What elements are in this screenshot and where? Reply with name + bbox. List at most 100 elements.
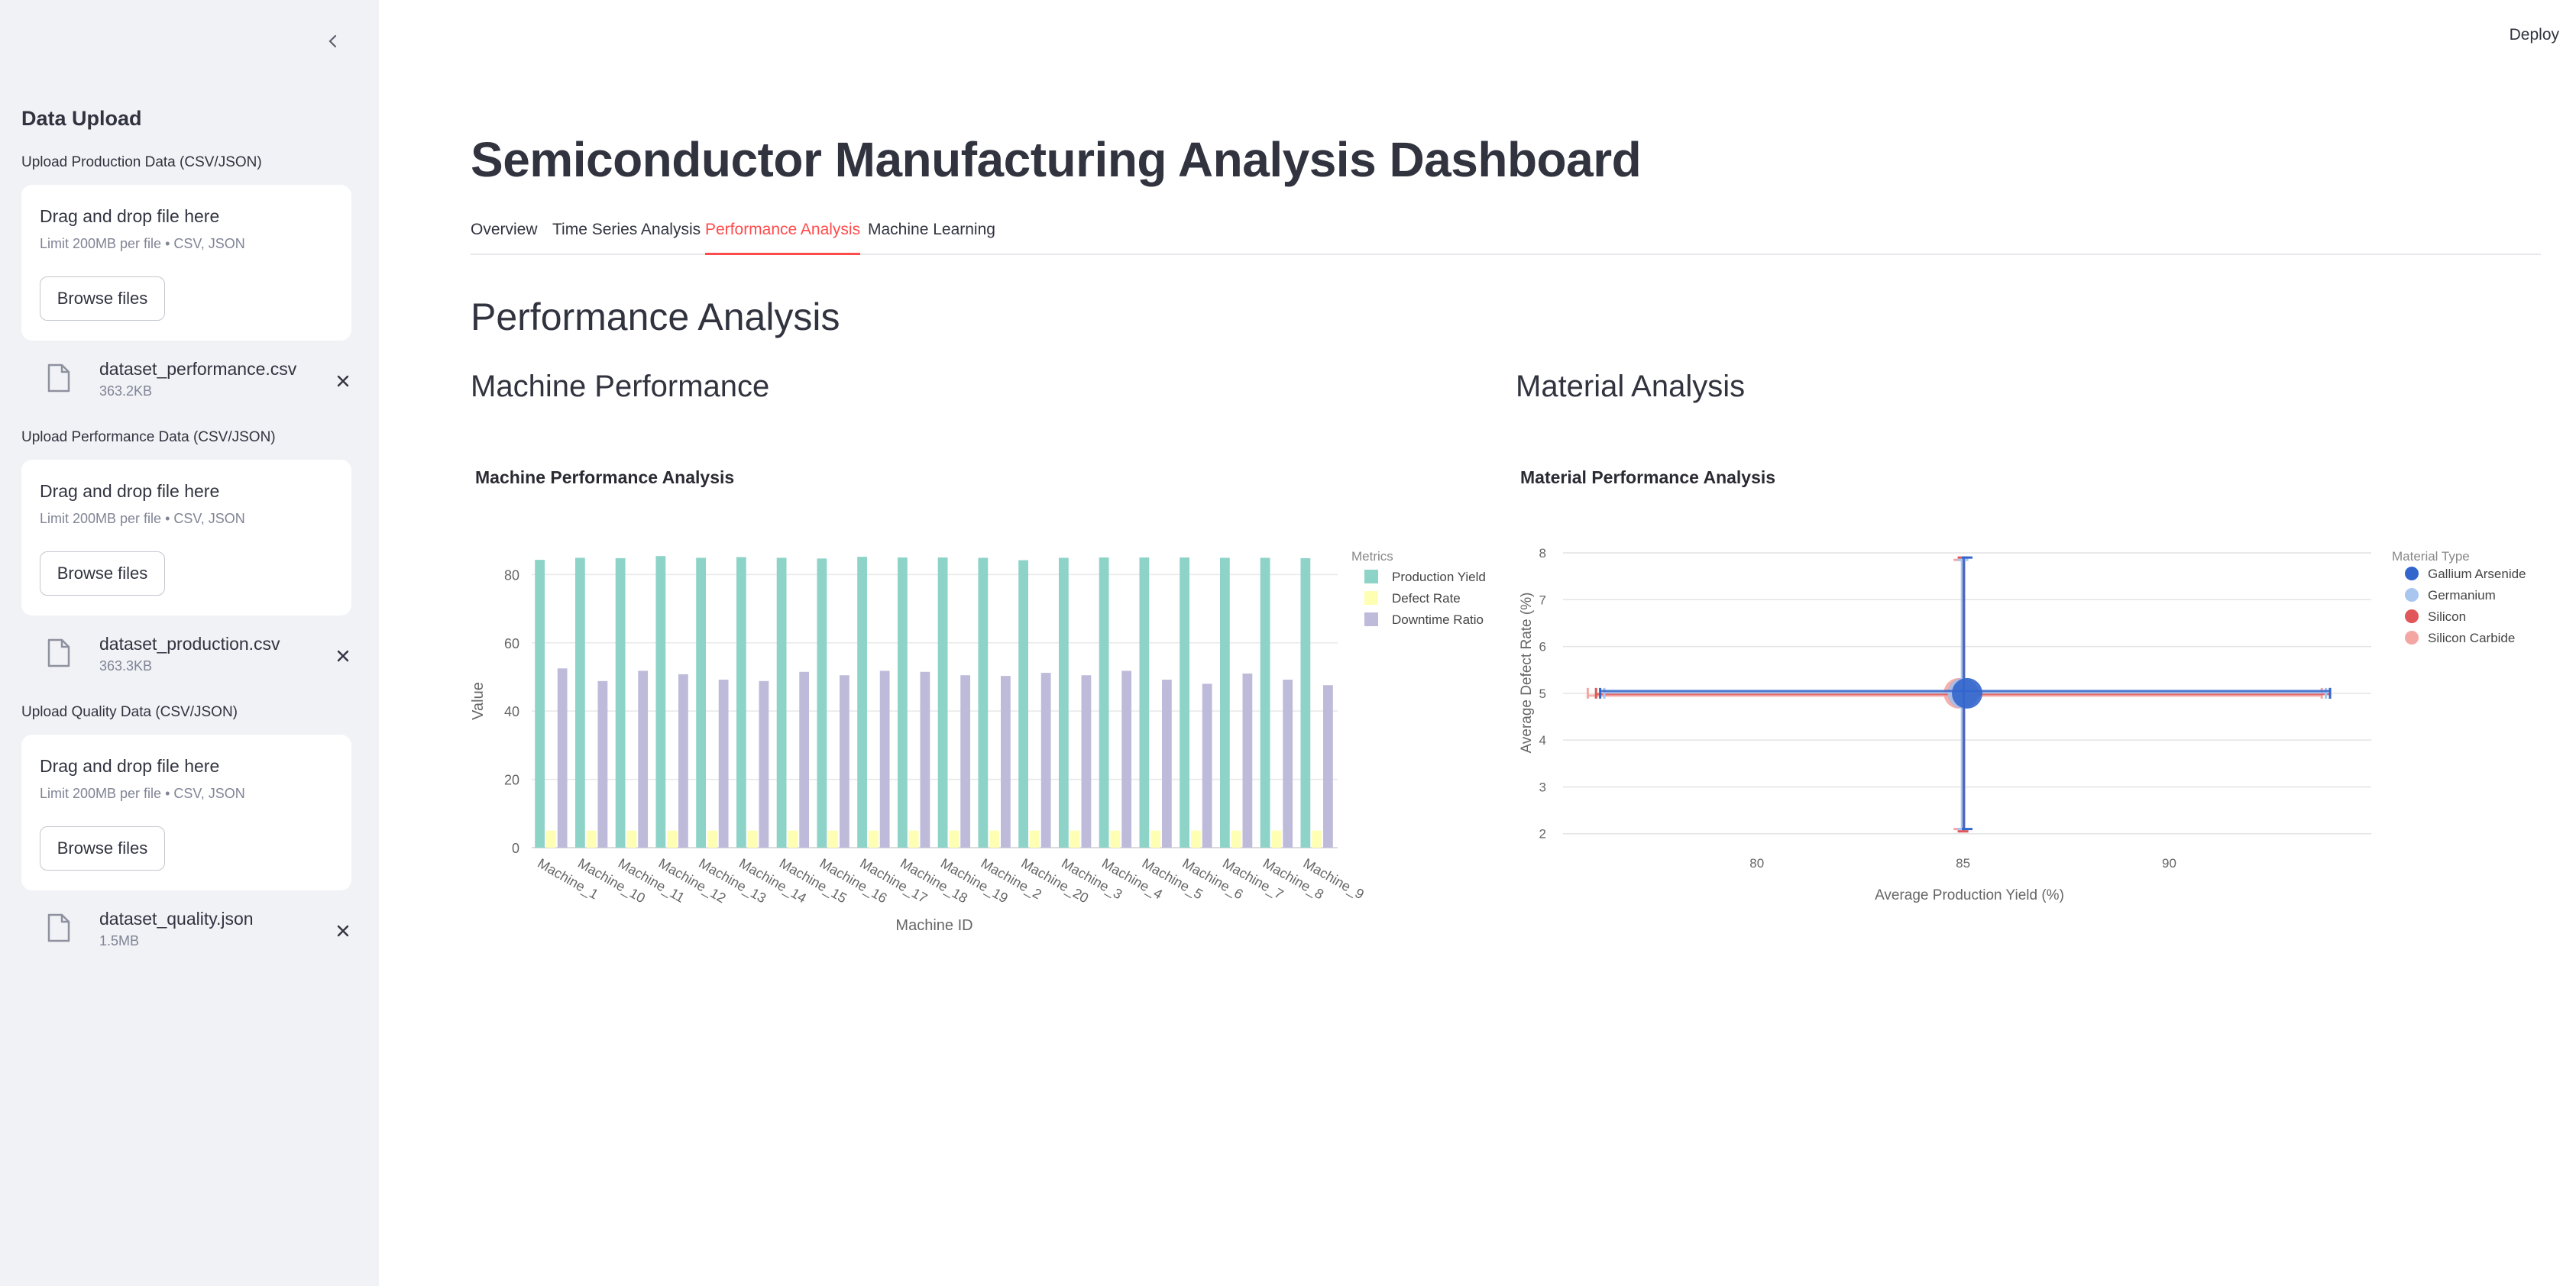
- dropzone-title: Drag and drop file here: [40, 206, 220, 226]
- tab-performance-analysis[interactable]: Performance Analysis: [705, 217, 861, 255]
- file-size: 363.3KB: [99, 658, 153, 674]
- bar-production-yield: [897, 557, 908, 848]
- bar-production-yield: [817, 558, 827, 848]
- bar-downtime-ratio: [1001, 676, 1011, 848]
- bar-production-yield: [1300, 557, 1311, 848]
- y-tick-label: 4: [1539, 733, 1546, 748]
- x-tick-label: 80: [1749, 856, 1764, 871]
- bar-legend-title: Metrics: [1351, 549, 1393, 564]
- upload-label: Upload Performance Data (CSV/JSON): [21, 429, 276, 445]
- bar-defect-rate: [1271, 830, 1282, 848]
- upload-block-quality: Upload Quality Data (CSV/JSON) Drag and …: [21, 704, 351, 962]
- bar-production-yield: [857, 557, 867, 848]
- x-tick-label: 90: [2162, 856, 2176, 871]
- file-dropzone[interactable]: Drag and drop file here Limit 200MB per …: [21, 185, 351, 341]
- material-analysis-heading: Material Analysis: [1516, 370, 1746, 403]
- bar-defect-rate: [949, 830, 960, 848]
- y-tick-label: 20: [504, 773, 519, 788]
- bar-defect-rate: [1312, 830, 1322, 848]
- bar-downtime-ratio: [879, 670, 890, 848]
- y-tick-label: 80: [504, 567, 519, 583]
- scatter-legend-title: Material Type: [2392, 549, 2470, 564]
- bar-defect-rate: [989, 830, 1000, 848]
- bar-downtime-ratio: [557, 668, 568, 848]
- bar-downtime-ratio: [1242, 674, 1253, 848]
- bar-production-yield: [1099, 557, 1109, 848]
- tab-bar: Overview Time Series Analysis Performanc…: [471, 217, 2541, 255]
- bar-production-yield: [535, 560, 545, 848]
- bar-defect-rate: [1110, 830, 1121, 848]
- sidebar-title: Data Upload: [21, 107, 142, 130]
- bar-defect-rate: [1070, 830, 1080, 848]
- bar-downtime-ratio: [1081, 675, 1092, 848]
- bar-defect-rate: [1150, 830, 1161, 848]
- bar-production-yield: [1018, 560, 1028, 848]
- bar-defect-rate: [908, 830, 919, 848]
- legend-label: Germanium: [2428, 588, 2496, 603]
- y-tick-label: 5: [1539, 687, 1546, 701]
- close-icon: [337, 650, 349, 662]
- bar-production-yield: [776, 557, 787, 848]
- bar-downtime-ratio: [840, 675, 849, 848]
- legend-swatch: [1364, 591, 1378, 605]
- file-dropzone[interactable]: Drag and drop file here Limit 200MB per …: [21, 460, 351, 616]
- legend-label: Silicon: [2428, 609, 2466, 624]
- upload-label: Upload Quality Data (CSV/JSON): [21, 704, 238, 720]
- bar-downtime-ratio: [1323, 685, 1333, 848]
- legend-swatch: [1364, 612, 1378, 626]
- file-name: dataset_production.csv: [99, 634, 280, 654]
- tab-overview[interactable]: Overview: [471, 221, 538, 238]
- file-icon: [47, 638, 70, 667]
- file-name: dataset_performance.csv: [99, 359, 297, 379]
- section-title: Performance Analysis: [471, 296, 840, 338]
- scatter-x-axis-label: Average Production Yield (%): [1875, 887, 2064, 903]
- bar-production-yield: [978, 557, 989, 848]
- tab-time-series-analysis[interactable]: Time Series Analysis: [552, 221, 701, 238]
- bar-downtime-ratio: [1121, 670, 1132, 848]
- file-name: dataset_quality.json: [99, 909, 254, 929]
- upload-label: Upload Production Data (CSV/JSON): [21, 154, 262, 170]
- bar-x-axis-label: Machine ID: [895, 917, 972, 934]
- browse-files-button[interactable]: Browse files: [40, 826, 165, 871]
- bar-downtime-ratio: [638, 670, 649, 848]
- bar-production-yield: [1139, 557, 1150, 848]
- chevron-left-icon: [328, 34, 337, 48]
- bar-defect-rate: [586, 830, 597, 848]
- remove-file-button[interactable]: [330, 368, 356, 394]
- legend-swatch: [1364, 570, 1378, 583]
- deploy-button[interactable]: Deploy: [2509, 26, 2559, 44]
- tab-machine-learning[interactable]: Machine Learning: [868, 221, 995, 238]
- bar-defect-rate: [868, 830, 879, 848]
- y-tick-label: 60: [504, 636, 519, 651]
- bar-production-yield: [615, 557, 626, 848]
- x-tick-label: 85: [1956, 856, 1970, 871]
- bar-downtime-ratio: [597, 680, 608, 848]
- bar-downtime-ratio: [759, 680, 769, 848]
- bar-defect-rate: [707, 830, 717, 848]
- bar-defect-rate: [545, 830, 556, 848]
- bar-defect-rate: [828, 830, 839, 848]
- dropzone-limit: Limit 200MB per file • CSV, JSON: [40, 511, 245, 526]
- sidebar: Data Upload Upload Production Data (CSV/…: [0, 0, 379, 1286]
- collapse-sidebar-button[interactable]: [319, 27, 347, 55]
- file-dropzone[interactable]: Drag and drop file here Limit 200MB per …: [21, 735, 351, 890]
- browse-files-button[interactable]: Browse files: [40, 276, 165, 321]
- file-size: 1.5MB: [99, 933, 140, 948]
- bar-defect-rate: [667, 830, 678, 848]
- machine-performance-chart: Machine_1Machine_10Machine_11Machine_12M…: [470, 549, 1486, 934]
- dropzone-limit: Limit 200MB per file • CSV, JSON: [40, 786, 245, 801]
- bar-defect-rate: [1190, 830, 1201, 848]
- close-icon: [337, 375, 349, 387]
- bar-downtime-ratio: [678, 674, 688, 848]
- y-tick-label: 40: [504, 704, 519, 719]
- remove-file-button[interactable]: [330, 918, 356, 944]
- scatter-chart-title: Material Performance Analysis: [1520, 467, 1776, 487]
- bar-production-yield: [1058, 557, 1069, 848]
- browse-files-button[interactable]: Browse files: [40, 551, 165, 596]
- file-icon: [47, 364, 70, 393]
- bar-defect-rate: [1029, 830, 1040, 848]
- remove-file-button[interactable]: [330, 643, 356, 669]
- bar-downtime-ratio: [960, 675, 971, 848]
- dropzone-title: Drag and drop file here: [40, 481, 220, 501]
- bar-defect-rate: [788, 830, 798, 848]
